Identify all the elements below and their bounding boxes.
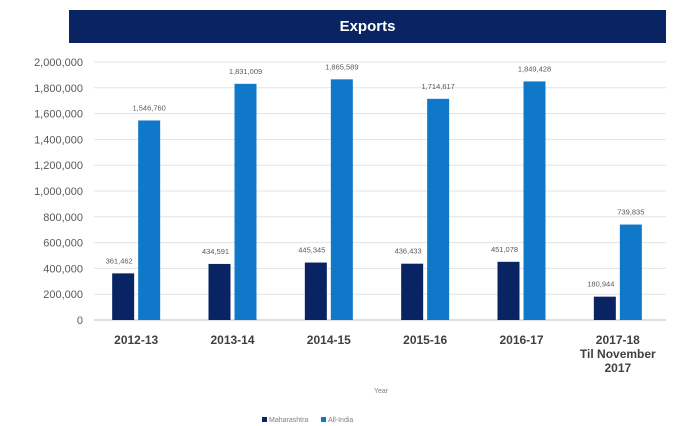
x-category-label: 2016-17: [499, 333, 543, 347]
bar-maharashtra: [112, 273, 135, 320]
data-label: 180,944: [587, 280, 614, 289]
x-category-label: 2017-18: [596, 333, 640, 347]
gridlines: [94, 61, 666, 321]
y-tick-label: 1,800,000: [34, 83, 83, 95]
legend-swatch: [321, 417, 326, 422]
bar-all-india: [427, 98, 450, 320]
data-label: 434,591: [202, 247, 229, 256]
chart-title: Exports: [69, 10, 666, 43]
data-label: 451,078: [491, 245, 518, 254]
y-tick-label: 2,000,000: [34, 57, 83, 69]
bars: [112, 79, 642, 320]
x-category-label: 2013-14: [210, 333, 254, 347]
data-label: 436,433: [395, 247, 422, 256]
data-label: 1,714,617: [421, 82, 454, 91]
x-category-label: Til November: [580, 347, 656, 361]
data-labels: 361,462 1,546,760 434,591 1,831,009 445,345 1…: [106, 62, 645, 288]
bar-maharashtra: [304, 262, 327, 320]
bar-maharashtra: [401, 263, 424, 320]
data-label: 361,462: [106, 256, 133, 265]
y-tick-label: 200,000: [43, 289, 83, 301]
y-tick-label: 1,000,000: [34, 186, 83, 198]
y-tick-label: 400,000: [43, 263, 83, 275]
x-category-label: 2015-16: [403, 333, 447, 347]
legend-label: All-India: [328, 417, 353, 424]
y-tick-label: 600,000: [43, 238, 83, 250]
data-label: 445,345: [298, 246, 325, 255]
x-axis-categories: 2012-13 2013-14 2014-15 2015-16 2016-17 2017-…: [114, 333, 656, 375]
data-label: 1,546,760: [132, 103, 165, 112]
x-category-label: 2014-15: [307, 333, 351, 347]
data-label: 1,831,009: [229, 67, 262, 76]
bar-maharashtra: [208, 263, 231, 320]
data-label: 739,835: [617, 208, 644, 217]
bar-all-india: [138, 120, 161, 320]
legend: Maharashtra All-India: [262, 417, 353, 424]
legend-swatch: [262, 417, 267, 422]
bar-maharashtra: [497, 261, 520, 320]
x-axis-title: Year: [374, 388, 389, 395]
bar-all-india: [330, 79, 353, 320]
legend-label: Maharashtra: [269, 417, 308, 424]
bar-all-india: [523, 81, 546, 320]
y-tick-label: 800,000: [43, 212, 83, 224]
data-label: 1,865,589: [325, 62, 358, 71]
bar-maharashtra: [593, 296, 616, 320]
x-category-label: 2012-13: [114, 333, 158, 347]
bar-all-india: [234, 83, 257, 320]
bar-all-india: [619, 224, 642, 320]
y-axis-ticks: 0 200,000 400,000 600,000 800,000 1,000,000 1,…: [34, 57, 83, 327]
data-label: 1,849,428: [518, 64, 551, 73]
y-tick-label: 1,600,000: [34, 109, 83, 121]
x-category-label: 2017: [604, 361, 631, 375]
y-tick-label: 1,200,000: [34, 160, 83, 172]
y-tick-label: 1,400,000: [34, 134, 83, 146]
y-tick-label: 0: [77, 315, 83, 327]
